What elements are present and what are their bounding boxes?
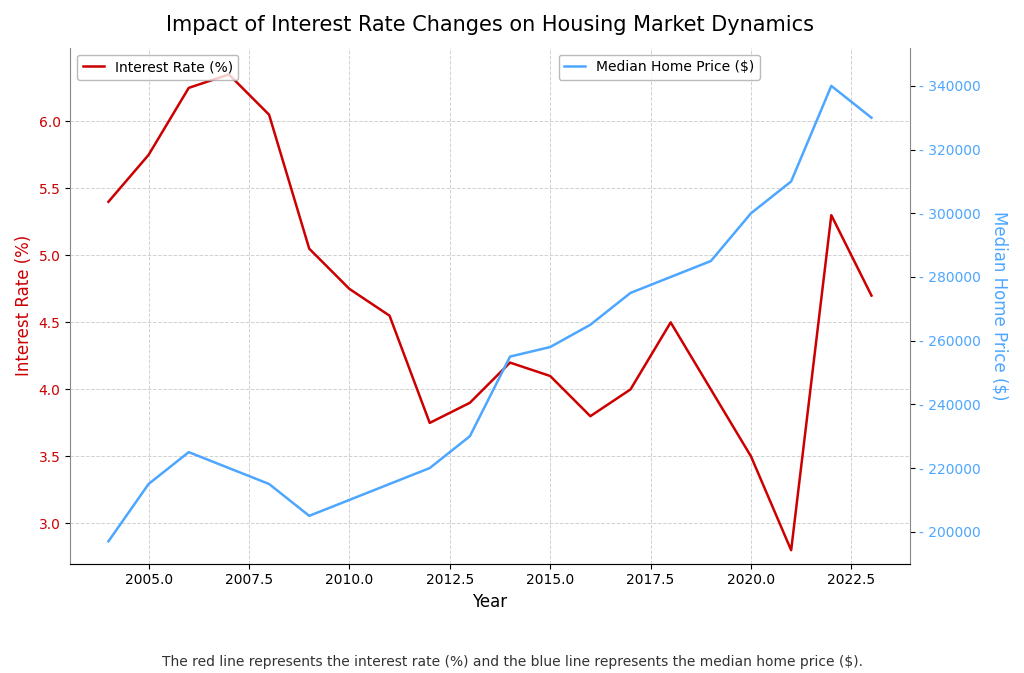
Interest Rate (%) [383, 312, 395, 320]
Median Home Price ($) [182, 448, 195, 456]
Interest Rate (%) [464, 399, 476, 407]
Legend: Median Home Price ($): Median Home Price ($) [559, 55, 760, 79]
Interest Rate (%) [705, 386, 717, 394]
Title: Impact of Interest Rate Changes on Housing Market Dynamics: Impact of Interest Rate Changes on Housi… [166, 15, 814, 35]
Median Home Price ($) [544, 343, 556, 351]
Median Home Price ($) [585, 321, 597, 329]
Median Home Price ($) [705, 257, 717, 265]
Median Home Price ($) [102, 537, 115, 545]
Interest Rate (%) [223, 71, 236, 79]
Interest Rate (%) [424, 419, 436, 427]
Y-axis label: Interest Rate (%): Interest Rate (%) [15, 235, 33, 376]
Interest Rate (%) [785, 546, 798, 555]
Median Home Price ($) [665, 273, 677, 281]
Interest Rate (%) [865, 291, 878, 299]
Interest Rate (%) [744, 452, 757, 460]
Median Home Price ($) [785, 178, 798, 186]
Interest Rate (%) [625, 386, 637, 394]
Interest Rate (%) [544, 372, 556, 380]
Median Home Price ($) [464, 432, 476, 440]
Interest Rate (%) [303, 245, 315, 253]
Interest Rate (%) [142, 151, 155, 159]
Text: The red line represents the interest rate (%) and the blue line represents the m: The red line represents the interest rat… [162, 656, 862, 669]
Interest Rate (%) [825, 211, 838, 219]
Line: Interest Rate (%): Interest Rate (%) [109, 75, 871, 551]
Median Home Price ($) [504, 353, 516, 361]
Median Home Price ($) [625, 289, 637, 297]
Median Home Price ($) [825, 82, 838, 90]
Median Home Price ($) [424, 464, 436, 472]
Median Home Price ($) [343, 496, 355, 504]
Median Home Price ($) [383, 480, 395, 488]
Interest Rate (%) [343, 285, 355, 293]
Median Home Price ($) [865, 114, 878, 122]
Interest Rate (%) [182, 84, 195, 92]
Median Home Price ($) [223, 464, 236, 472]
Median Home Price ($) [263, 480, 275, 488]
Median Home Price ($) [744, 209, 757, 217]
Legend: Interest Rate (%): Interest Rate (%) [77, 55, 239, 79]
Median Home Price ($) [142, 480, 155, 488]
Interest Rate (%) [585, 412, 597, 420]
Interest Rate (%) [665, 318, 677, 326]
Interest Rate (%) [504, 359, 516, 367]
X-axis label: Year: Year [472, 593, 508, 611]
Line: Median Home Price ($): Median Home Price ($) [109, 86, 871, 541]
Y-axis label: Median Home Price ($): Median Home Price ($) [991, 211, 1009, 400]
Interest Rate (%) [263, 110, 275, 118]
Median Home Price ($) [303, 511, 315, 520]
Interest Rate (%) [102, 198, 115, 206]
